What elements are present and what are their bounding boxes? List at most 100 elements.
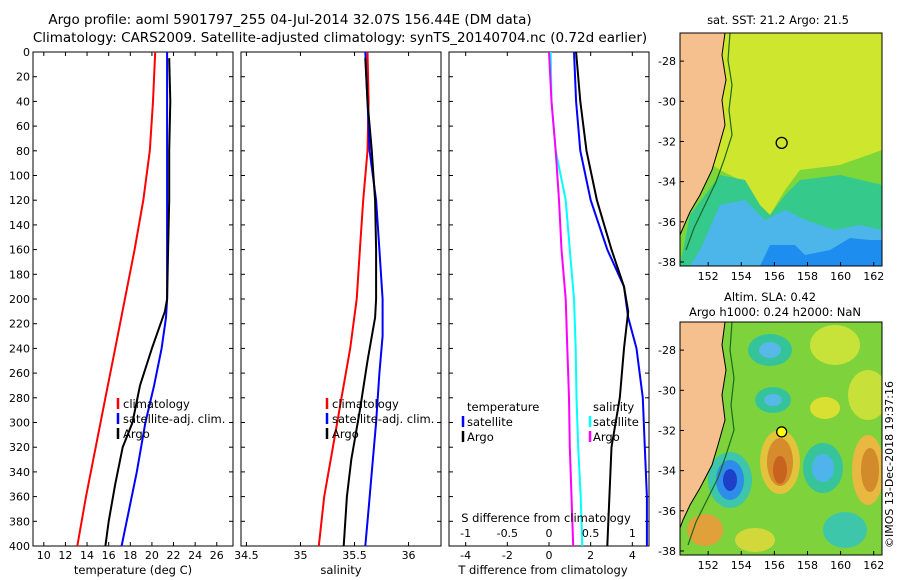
- legend-label: satellite: [593, 415, 639, 429]
- y-tick-label: 120: [9, 194, 30, 207]
- y-tick-label: 380: [9, 515, 30, 528]
- legend-label: satellite-adj. clim.: [332, 412, 434, 426]
- map-y-tick-label: -28: [658, 344, 676, 357]
- series-line-salinity-argo: [548, 51, 575, 547]
- x-tick-label: 24: [188, 549, 202, 562]
- x-tick-label: 12: [58, 549, 72, 562]
- series-line-argo: [104, 58, 172, 547]
- legend-label: Argo: [593, 430, 620, 444]
- x-tick-label: 36: [402, 549, 416, 562]
- sla-map: Altim. SLA: 0.42 Argo h1000: 0.24 h2000:…: [658, 290, 884, 572]
- map-x-tick-label: 162: [863, 270, 884, 283]
- sst-land: [680, 33, 727, 236]
- sst-map-frame: [679, 32, 883, 267]
- y-tick-label: 40: [16, 95, 30, 108]
- y-tick-label: 60: [16, 120, 30, 133]
- y-tick-label: 400: [9, 540, 30, 553]
- map-x-tick-label: 162: [863, 559, 884, 572]
- map-x-tick-label: 160: [830, 270, 851, 283]
- map-y-tick-label: -38: [658, 545, 676, 558]
- y-tick-label: 160: [9, 244, 30, 257]
- figure-title-line1: Argo profile: aoml 5901797_255 04-Jul-20…: [48, 12, 531, 28]
- map-y-tick-label: -34: [658, 465, 676, 478]
- sla-eddy: [735, 528, 775, 552]
- y-tick-label: 240: [9, 342, 30, 355]
- legend-label: Argo: [123, 427, 150, 441]
- figure-title-line2: Climatology: CARS2009. Satellite-adjuste…: [33, 30, 647, 46]
- map-y-tick-label: -36: [658, 505, 676, 518]
- sla-eddy: [810, 397, 840, 419]
- x-tick-label: 34.5: [234, 549, 259, 562]
- top-tick-label: -1: [460, 527, 471, 540]
- map-y-tick-label: -32: [658, 424, 676, 437]
- sst-coldest-region: [760, 238, 882, 266]
- map-x-tick-label: 156: [764, 270, 785, 283]
- x-axis-label: salinity: [320, 563, 361, 577]
- y-tick-label: 280: [9, 392, 30, 405]
- top-tick-label: 1: [629, 527, 636, 540]
- series-line-temperature-argo: [575, 51, 630, 547]
- map-y-tick-label: -28: [658, 55, 676, 68]
- sla-land: [680, 322, 727, 529]
- top-axis-label: S difference from climatology: [461, 511, 631, 525]
- x-tick-label: 26: [210, 549, 224, 562]
- sla-eddy: [810, 325, 860, 365]
- x-tick-label: 0: [546, 549, 553, 562]
- x-tick-label: 10: [37, 549, 51, 562]
- legend-label: temperature: [467, 400, 539, 414]
- difference-panel: -4 -2 0 2 4T difference from climatology temp…: [448, 51, 650, 577]
- x-tick-label: 22: [167, 549, 181, 562]
- sla-eddy: [823, 512, 867, 548]
- map-x-tick-label: 158: [797, 559, 818, 572]
- top-tick-label: -0.5: [497, 527, 518, 540]
- series-line-satellite-adj-clim-: [364, 51, 384, 547]
- legend-label: satellite-adj. clim.: [123, 412, 225, 426]
- map-y-tick-label: -30: [658, 384, 676, 397]
- map-x-tick-label: 156: [764, 559, 785, 572]
- series-line-climatology: [76, 51, 157, 547]
- x-tick-label: 20: [145, 549, 159, 562]
- sla-map-title-line1: Altim. SLA: 0.42: [724, 290, 816, 304]
- y-tick-label: 140: [9, 219, 30, 232]
- y-tick-label: 260: [9, 367, 30, 380]
- x-tick-label: -2: [502, 549, 513, 562]
- legend-label: Argo: [332, 427, 359, 441]
- sla-eddy: [687, 514, 723, 546]
- y-tick-label: 20: [16, 71, 30, 84]
- sst-map: sat. SST: 21.2 Argo: 21.5 152 154 156 158 16…: [658, 13, 884, 283]
- y-tick-label: 300: [9, 417, 30, 430]
- x-axis-label: T difference from climatology: [457, 563, 628, 577]
- legend-label: climatology: [332, 397, 399, 411]
- y-tick-label: 220: [9, 318, 30, 331]
- legend-label: satellite: [467, 415, 513, 429]
- map-x-tick-label: 160: [830, 559, 851, 572]
- y-tick-label: 340: [9, 466, 30, 479]
- x-axis-label: temperature (deg C): [74, 563, 192, 577]
- x-tick-label: 18: [123, 549, 137, 562]
- y-tick-label: 320: [9, 441, 30, 454]
- sla-eddy: [759, 342, 781, 358]
- top-tick-label: 0.5: [582, 527, 600, 540]
- series-line-argo: [342, 58, 378, 547]
- sla-map-title-line2: Argo h1000: 0.24 h2000: NaN: [689, 305, 861, 319]
- sla-eddy: [723, 469, 737, 491]
- map-x-tick-label: 158: [797, 270, 818, 283]
- sla-map-frame: [679, 321, 883, 556]
- sla-argo-location-marker: [776, 426, 788, 438]
- series-line-satellite-adj-clim-: [120, 52, 169, 547]
- sla-eddy: [764, 394, 782, 406]
- sla-eddy: [861, 448, 879, 492]
- legend-label: Argo: [467, 430, 494, 444]
- x-tick-label: 35.5: [342, 549, 367, 562]
- x-tick-label: 35: [293, 549, 307, 562]
- map-x-tick-label: 154: [731, 270, 752, 283]
- temperature-panel: 0 20 40 60 80 100 120 140 160 180 200 220 240 260 280 3…: [9, 46, 234, 577]
- x-tick-label: 4: [629, 549, 636, 562]
- sst-map-title: sat. SST: 21.2 Argo: 21.5: [707, 13, 849, 27]
- sla-coast-contour: [687, 322, 735, 546]
- sst-coast-contour: [685, 33, 733, 251]
- x-tick-label: -4: [460, 549, 471, 562]
- map-x-tick-label: 152: [698, 559, 719, 572]
- map-y-tick-label: -30: [658, 95, 676, 108]
